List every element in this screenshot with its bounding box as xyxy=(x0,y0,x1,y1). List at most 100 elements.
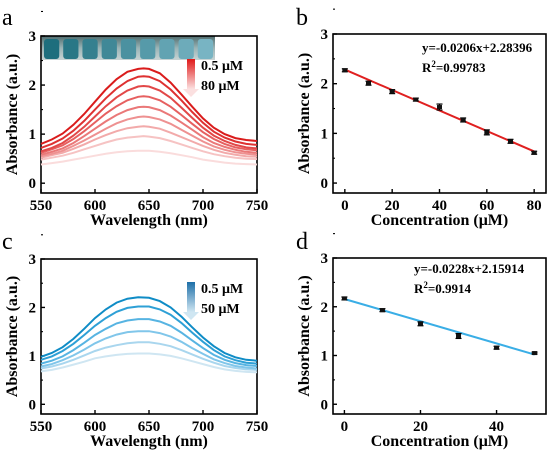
x-tick-label: 650 xyxy=(138,198,161,214)
spectrum-line xyxy=(40,149,258,166)
x-tick-label: 80 xyxy=(527,198,542,214)
vial xyxy=(197,39,213,59)
r-squared-label: R xyxy=(414,281,424,296)
x-tick-label: 550 xyxy=(30,419,53,435)
vial xyxy=(159,39,175,59)
x-tick-label: 20 xyxy=(385,198,400,214)
y-tick-label: 1 xyxy=(321,126,329,142)
legend-arrow-head xyxy=(183,312,199,320)
y-tick-label: 1 xyxy=(321,349,329,365)
y-axis-title: Absorbance (a.u.) xyxy=(296,53,313,174)
r-squared-value: =0.99783 xyxy=(436,60,486,75)
vial xyxy=(82,39,98,59)
vial xyxy=(140,39,156,59)
y-tick-label: 1 xyxy=(29,349,37,365)
fit-equation: y=-0.0228x+2.15914 xyxy=(414,261,525,276)
vials-inset xyxy=(42,36,215,60)
data-point xyxy=(494,345,500,350)
x-axis-title: Concentration (μM) xyxy=(371,433,508,450)
data-point xyxy=(460,117,466,122)
panel-c: c 0 1 2 3 550 600 650 700 750 Wavelength (nm) Absor… xyxy=(2,229,268,450)
y-tick-label: 0 xyxy=(321,397,329,413)
data-point xyxy=(531,150,537,155)
x-tick-label: 750 xyxy=(246,198,269,214)
panel-label: a xyxy=(2,5,13,31)
fit-equation: y=-0.0206x+2.28396 xyxy=(422,40,533,55)
fit-line xyxy=(344,298,535,356)
x-tick-label: 40 xyxy=(489,419,504,435)
panel-b: b 0 1 2 3 0 20 40 60 80 Concentration (μM) Absorban… xyxy=(296,5,547,229)
spectrum-line xyxy=(40,67,258,145)
y-tick-label: 0 xyxy=(321,176,329,192)
data-point xyxy=(389,89,395,94)
data-point xyxy=(484,130,490,135)
x-tick-label: 550 xyxy=(30,198,53,214)
y-tick-label: 2 xyxy=(29,300,37,316)
x-axis-title: Wavelength (nm) xyxy=(90,433,208,450)
panel-a: a 0 1 2 3 550 600 650 700 750 Wavelength (nm) Absor… xyxy=(2,5,268,229)
legend-top-label: 0.5 μM xyxy=(201,59,243,74)
y-tick-label: 0 xyxy=(29,176,37,192)
data-point xyxy=(413,97,419,102)
legend-top-label: 0.5 μM xyxy=(201,282,243,297)
y-axis-title: Absorbance (a.u.) xyxy=(4,54,21,175)
x-tick-label: 600 xyxy=(84,419,107,435)
x-tick-label: 700 xyxy=(192,419,215,435)
spectrum-line xyxy=(40,296,258,362)
r-squared-exponent: 2 xyxy=(431,59,436,69)
plot-frame xyxy=(332,257,547,415)
y-tick-label: 3 xyxy=(29,29,37,45)
y-tick-label: 1 xyxy=(29,127,37,143)
data-point xyxy=(456,334,462,338)
legend-arrow-head xyxy=(183,89,199,97)
panel-label: b xyxy=(296,5,308,31)
r-squared-value: =0.9914 xyxy=(428,281,472,296)
legend-gradient-bar xyxy=(187,282,195,312)
data-point xyxy=(379,308,385,313)
vial xyxy=(120,39,137,59)
spectrum-line xyxy=(40,341,258,371)
vial xyxy=(44,39,60,59)
spectrum-line xyxy=(40,318,258,367)
data-point xyxy=(508,139,513,144)
x-tick-label: 600 xyxy=(84,198,107,214)
x-tick-label: 60 xyxy=(479,198,494,214)
data-point xyxy=(341,296,347,301)
x-tick-label: 700 xyxy=(192,198,215,214)
vial xyxy=(178,39,194,59)
legend-bottom-label: 50 μM xyxy=(201,302,240,317)
spectrum-line xyxy=(40,330,258,370)
y-tick-label: 2 xyxy=(321,77,329,93)
x-tick-label: 750 xyxy=(246,419,269,435)
y-tick-label: 2 xyxy=(321,300,329,316)
legend-bottom-label: 80 μM xyxy=(201,79,240,94)
data-point xyxy=(532,351,538,356)
spectrum-line xyxy=(40,135,258,161)
y-axis-title: Absorbance (a.u.) xyxy=(4,276,21,397)
y-axis-title: Absorbance (a.u.) xyxy=(296,275,313,396)
legend: 0.5 μM 50 μM xyxy=(183,282,243,320)
x-axis-title: Concentration (μM) xyxy=(371,212,508,229)
legend-gradient-bar xyxy=(187,59,195,89)
panel-label: d xyxy=(296,229,308,255)
r-squared-exponent: 2 xyxy=(423,280,428,290)
spectrum-line xyxy=(40,95,258,154)
y-tick-label: 3 xyxy=(29,252,37,268)
y-tick-label: 3 xyxy=(321,27,329,43)
x-tick-label: 650 xyxy=(138,419,161,435)
r-squared: R2=0.9914 xyxy=(414,280,472,296)
r-squared-label: R xyxy=(422,60,432,75)
data-point xyxy=(342,68,348,73)
spectrum-line xyxy=(40,105,258,156)
r-squared: R2=0.99783 xyxy=(422,59,486,75)
spectrum-line xyxy=(40,352,258,374)
legend: 0.5 μM 80 μM xyxy=(183,59,243,97)
panel-label: c xyxy=(2,229,13,255)
vial xyxy=(101,39,117,59)
x-tick-label: 20 xyxy=(413,419,428,435)
y-tick-label: 3 xyxy=(321,251,329,267)
data-point xyxy=(437,105,442,110)
vial xyxy=(63,39,79,59)
spectrum-line xyxy=(40,75,258,149)
spectrum-line xyxy=(40,115,258,158)
